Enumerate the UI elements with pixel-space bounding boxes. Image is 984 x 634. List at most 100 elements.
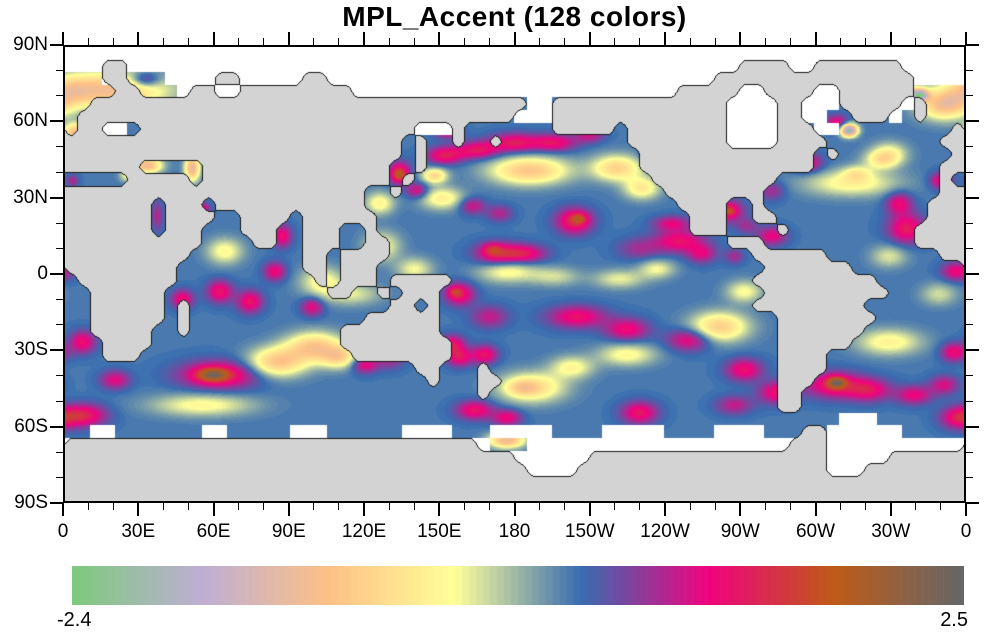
x-axis-tick [965,32,967,45]
y-axis-tick [56,375,63,377]
x-axis-tick [313,38,315,45]
x-axis-tick [614,503,616,510]
x-axis-tick [714,38,716,45]
y-axis-tick [966,298,973,300]
x-axis-tick [363,503,365,516]
y-axis-tick [56,324,63,326]
x-axis-tick-label: 90W [720,521,760,542]
x-axis-tick [488,38,490,45]
y-axis-tick [56,400,63,402]
x-axis-tick [714,503,716,510]
x-axis-tick [840,503,842,510]
y-axis-tick [56,69,63,71]
y-axis-tick [966,451,973,453]
y-axis-tick [50,196,63,199]
y-axis-tick [966,120,979,123]
x-axis-tick [62,32,64,45]
y-axis-tick [966,400,973,402]
y-axis-tick-label: 30S [14,339,48,361]
x-axis-tick [463,503,465,510]
y-axis-tick [50,273,63,275]
x-axis-tick [889,32,892,45]
y-axis-tick [50,425,63,428]
x-axis-tick [87,38,89,45]
y-axis-tick-label: 60N [13,110,48,132]
y-axis-tick [966,324,973,326]
y-axis-tick-label: 90N [13,34,48,55]
x-axis-tick [865,503,867,510]
x-axis-tick-label: 150W [564,521,615,542]
x-axis-tick [513,32,516,45]
x-axis-tick [664,503,666,516]
x-axis-tick [162,38,164,45]
x-axis-tick-label: 120W [640,521,690,542]
x-axis-tick [287,503,290,516]
x-axis-tick [287,32,290,45]
y-axis-tick [50,349,63,352]
y-axis-tick [966,425,979,428]
x-axis-tick [62,503,64,516]
x-axis-tick [764,503,766,510]
colorbar-min-label: -2.4 [57,609,92,631]
x-axis-tick [689,38,691,45]
x-axis-tick [313,503,315,510]
x-axis-tick [413,38,415,45]
world-anomaly-map [65,47,964,501]
x-axis-tick [87,503,89,510]
x-axis-tick [413,503,415,510]
x-axis-tick [739,32,742,45]
x-axis-tick [940,38,942,45]
y-axis-tick [966,196,979,199]
y-axis-tick-label: 0 [37,263,48,284]
x-axis-tick [162,503,164,510]
y-axis-tick [56,451,63,453]
y-axis-tick [966,44,979,46]
y-axis-tick-label: 90S [14,492,48,513]
y-axis-tick [966,171,973,173]
x-axis-tick [137,503,140,516]
x-axis-tick [463,38,465,45]
y-axis-tick [56,146,63,148]
x-axis-tick [539,503,541,510]
y-axis-tick [966,375,973,377]
y-axis-tick [56,171,63,173]
x-axis-tick [840,38,842,45]
y-axis-tick-label: 60S [14,415,48,437]
y-axis-tick [56,95,63,97]
x-axis-tick [212,32,215,45]
y-axis-tick [966,222,973,224]
x-axis-tick [438,32,441,45]
x-axis-tick-label: 90E [271,521,306,542]
x-axis-tick [639,503,641,510]
y-axis-tick [966,69,973,71]
x-axis-tick [588,32,591,45]
y-axis-tick [966,95,973,97]
colorbar-max-label: 2.5 [940,609,968,631]
y-axis-tick [56,298,63,300]
x-axis-tick [814,503,817,516]
y-axis-tick [966,502,979,504]
x-axis-tick [789,38,791,45]
x-axis-tick [438,503,441,516]
x-axis-tick [112,38,114,45]
y-axis-tick-label: 30N [13,186,48,208]
map-plot-area [63,45,966,503]
x-axis-tick [564,503,566,510]
y-axis-tick [966,273,979,275]
x-axis-tick [388,503,390,510]
x-axis-tick-label: 150E [417,521,462,542]
y-axis-tick [50,44,63,46]
x-axis-tick-label: 30W [871,521,911,542]
x-axis-tick [940,503,942,510]
x-axis-tick [137,32,140,45]
x-axis-tick [564,38,566,45]
x-axis-tick-label: 30E [121,521,156,542]
x-axis-tick [889,503,892,516]
x-axis-tick [238,38,240,45]
x-axis-tick [915,38,917,45]
y-axis-tick [966,477,973,479]
x-axis-tick [689,503,691,510]
x-axis-tick [212,503,215,516]
x-axis-tick [263,503,265,510]
